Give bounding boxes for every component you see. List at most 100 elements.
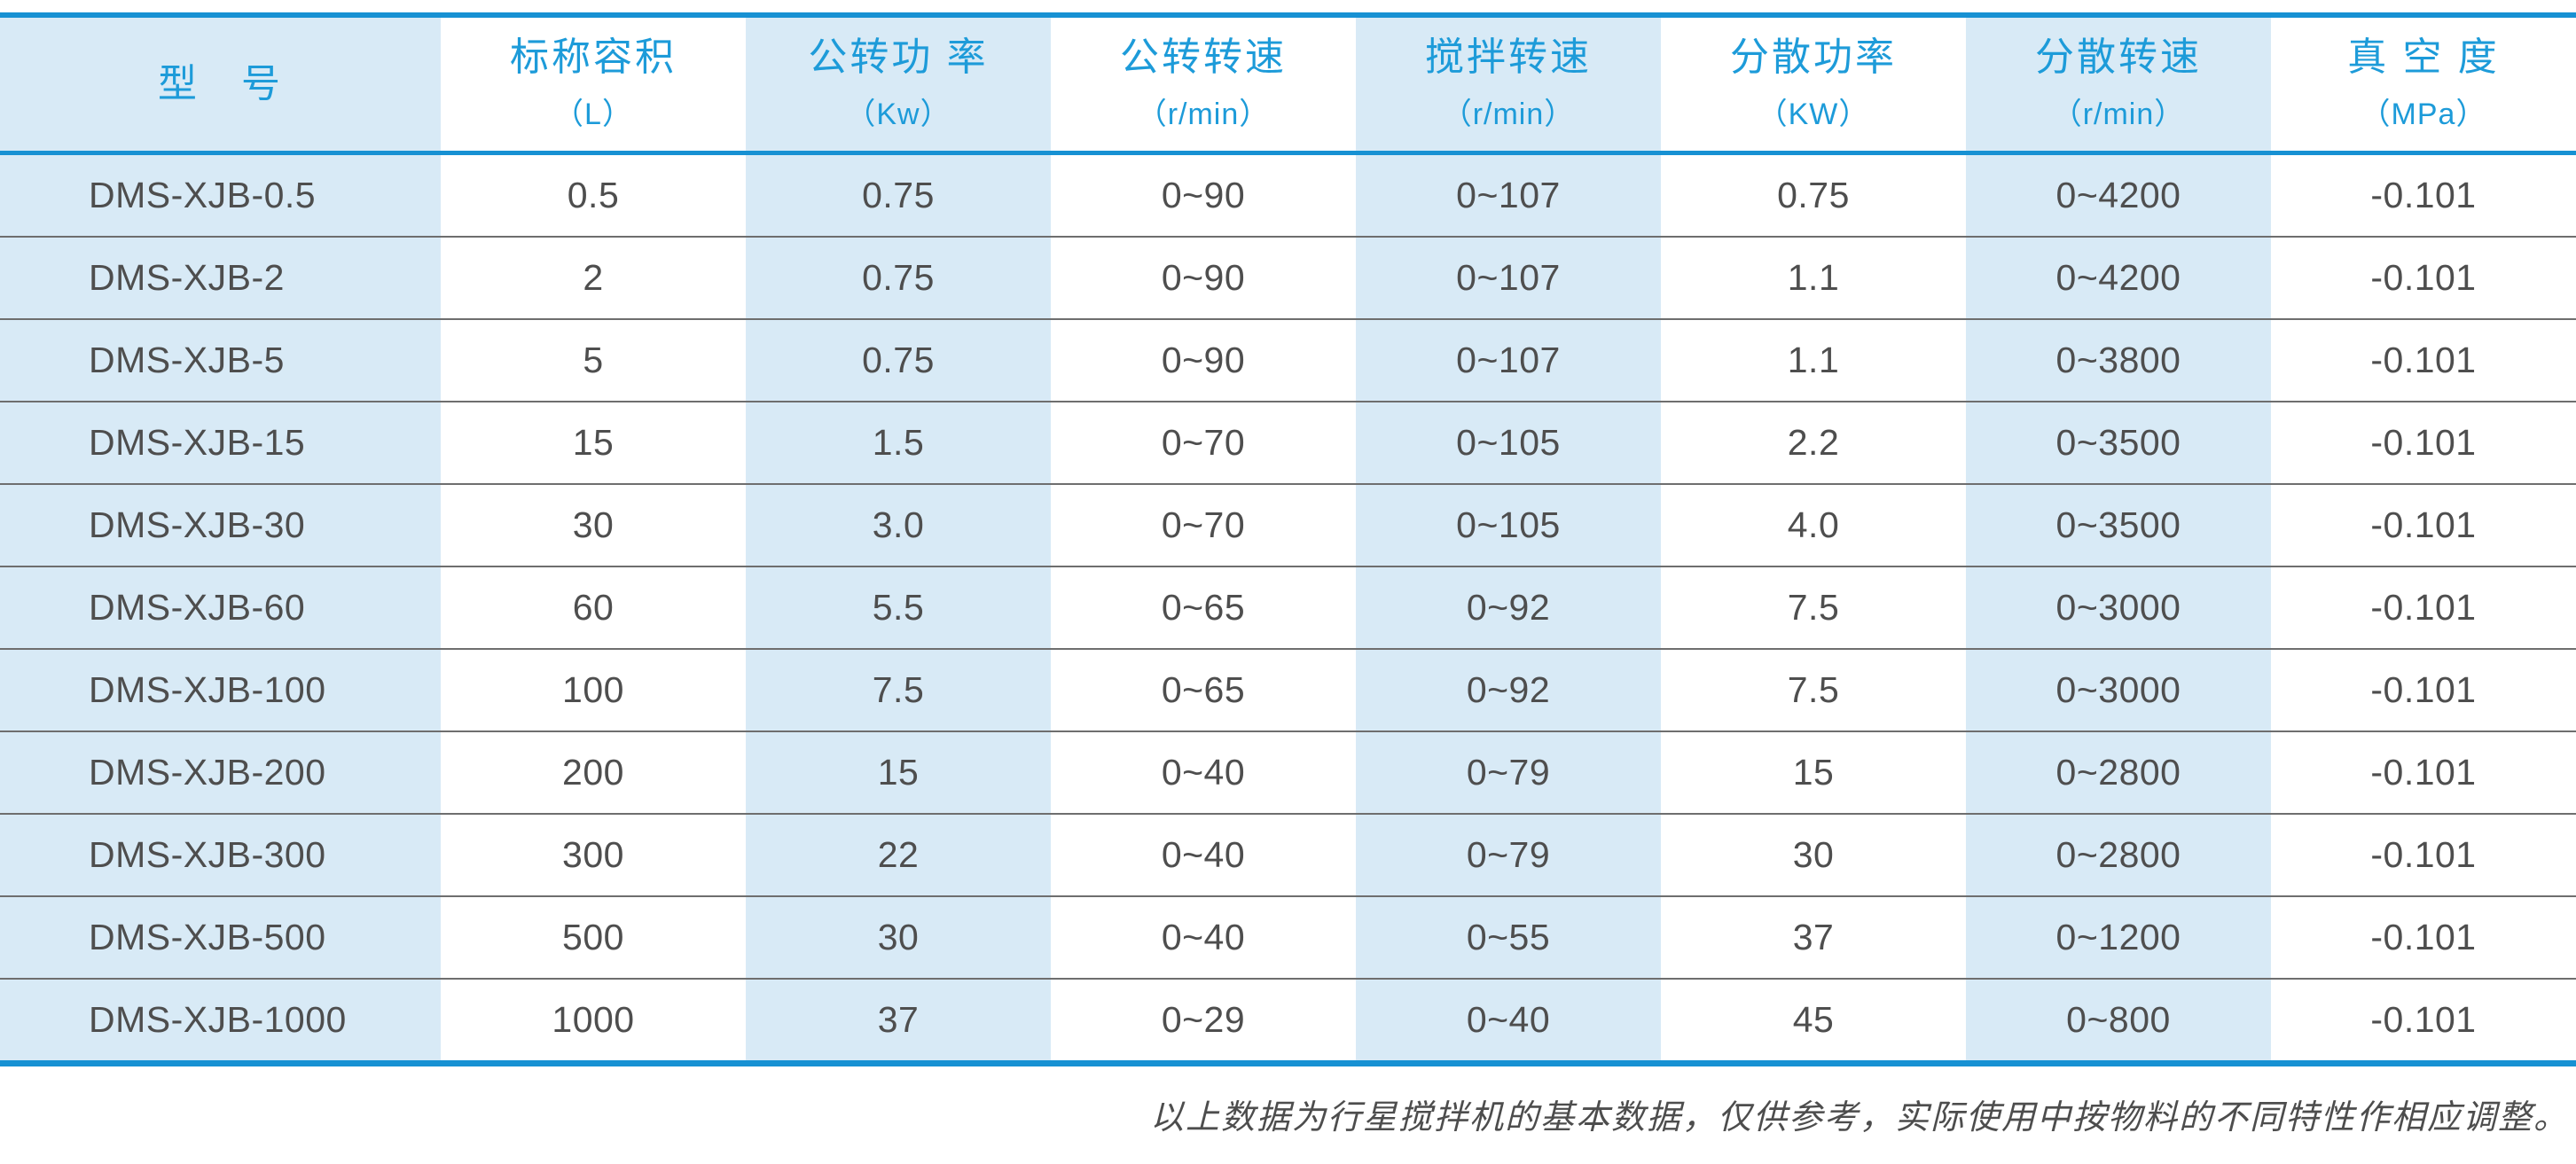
value-cell: 0~90 [1161,175,1246,215]
column-unit: （r/min） [1136,97,1271,131]
value-cell: 0~1200 [1966,895,2271,979]
table-row-DMS-XJB-500: DMS-XJB-500 500 30 0~40 0~55 37 0~1200 -0.101 [0,895,2576,979]
model-cell: DMS-XJB-2 [0,236,441,319]
value-cell: 0~4200 [1966,236,2271,319]
value-cell: 30 [441,483,746,566]
table-row-DMS-XJB-300: DMS-XJB-300 300 22 0~40 0~79 30 0~2800 -0.101 [0,813,2576,896]
value-cell: 0~90 [1051,318,1356,402]
value-cell: 0.75 [1777,175,1850,215]
model-cell: DMS-XJB-30 [0,483,441,566]
value-cell: 0~40 [1051,730,1356,814]
value-cell: 1.1 [1661,236,1966,319]
value-cell: -0.101 [2271,730,2576,814]
value-cell: 0~70 [1051,483,1356,566]
value-cell: 0~800 [1966,978,2271,1064]
value-cell: 0~70 [1051,401,1356,484]
column-header-1: 标称容积 （L） [441,15,746,155]
column-unit: （Kw） [845,97,951,131]
header-row: 型 号 标称容积 （L） 公转功 率 （Kw） 公转转速 （r/min） 搅拌转速 （r/min… [0,15,2576,155]
model-cell: DMS-XJB-1000 [0,978,441,1064]
value-cell: 0~105 [1356,483,1661,566]
value-cell: 0~2800 [1966,813,2271,896]
column-label: 型 号 [158,61,283,105]
value-cell: -0.101 [2370,175,2477,215]
value-cell: 15 [441,401,746,484]
column-label: 标称容积 [510,35,677,80]
column-header-6: 分散转速 （r/min） [1966,15,2271,155]
value-cell: 0~40 [1051,895,1356,979]
value-cell: 2.2 [1661,401,1966,484]
value-cell: 0~107 [1356,152,1661,237]
value-cell: 0~40 [1356,978,1661,1064]
model-cell: DMS-XJB-0.5 [0,152,441,237]
value-cell: 0~2800 [1966,730,2271,814]
value-cell: 0~92 [1356,566,1661,649]
table-row-DMS-XJB-100: DMS-XJB-100 100 7.5 0~65 0~92 7.5 0~3000 -0.101 [0,648,2576,731]
value-cell: 7.5 [1661,566,1966,649]
value-cell: 200 [441,730,746,814]
value-cell: 2 [441,236,746,319]
model-cell: DMS-XJB-100 [0,648,441,731]
value-cell: 0~65 [1051,648,1356,731]
table-body: DMS-XJB-0.5 0.5 0.75 0~90 0~107 0.75 0~4200 -0.… [0,152,2576,1064]
value-cell: 0.5 [567,175,620,215]
table-row-DMS-XJB-1000: DMS-XJB-1000 1000 37 0~29 0~40 45 0~800 -0.101 [0,978,2576,1064]
spec-table: 型 号 标称容积 （L） 公转功 率 （Kw） 公转转速 （r/min） 搅拌转速 （r/min… [0,12,2576,1066]
value-cell: 5.5 [746,566,1051,649]
value-cell: 0~90 [1051,236,1356,319]
value-cell: 45 [1661,978,1966,1064]
value-cell: 0~3800 [1966,318,2271,402]
value-cell: 30 [746,895,1051,979]
column-header-2: 公转功 率 （Kw） [746,15,1051,155]
value-cell: 0~4200 [1966,152,2271,237]
value-cell: -0.101 [2271,978,2576,1064]
value-cell: 0.75 [746,236,1051,319]
value-cell: -0.101 [2271,401,2576,484]
model-cell: DMS-XJB-15 [0,401,441,484]
value-cell: 15 [1661,730,1966,814]
column-unit: （MPa） [2360,97,2487,131]
value-cell: -0.101 [2271,566,2576,649]
column-label: 公转转速 [1120,35,1287,80]
model-cell: DMS-XJB-60 [0,566,441,649]
column-header-4: 搅拌转速 （r/min） [1356,15,1661,155]
column-label: 搅拌转速 [1425,35,1592,80]
value-cell: 5 [441,318,746,402]
table-row-DMS-XJB-30: DMS-XJB-30 30 3.0 0~70 0~105 4.0 0~3500 -0.101 [0,483,2576,566]
value-cell: 1.5 [746,401,1051,484]
value-cell: 37 [1661,895,1966,979]
value-cell: 22 [746,813,1051,896]
table-row-DMS-XJB-60: DMS-XJB-60 60 5.5 0~65 0~92 7.5 0~3000 -0.101 [0,566,2576,649]
value-cell: 500 [441,895,746,979]
value-cell: 300 [441,813,746,896]
table-header: 型 号 标称容积 （L） 公转功 率 （Kw） 公转转速 （r/min） 搅拌转速 （r/min… [0,15,2576,155]
value-cell: 0~79 [1356,730,1661,814]
column-label: 公转功 率 [808,35,989,80]
value-cell: 30 [1661,813,1966,896]
value-cell: 0~107 [1356,318,1661,402]
column-header-0: 型 号 [0,15,441,155]
value-cell: 0~55 [1356,895,1661,979]
column-unit: （KW） [1757,97,1870,131]
value-cell: 0~3000 [1966,648,2271,731]
value-cell: 0~107 [1356,236,1661,319]
column-label: 分散转速 [2035,35,2202,80]
value-cell: 0~105 [1356,401,1661,484]
value-cell: 60 [441,566,746,649]
value-cell: 3.0 [746,483,1051,566]
value-cell: 1.1 [1661,318,1966,402]
model-cell: DMS-XJB-300 [0,813,441,896]
model-cell: DMS-XJB-5 [0,318,441,402]
column-unit: （L） [553,97,633,131]
value-cell: 7.5 [746,648,1051,731]
value-cell: 0.75 [746,318,1051,402]
value-cell: 4.0 [1661,483,1966,566]
table-row-DMS-XJB-15: DMS-XJB-15 15 1.5 0~70 0~105 2.2 0~3500 -0.101 [0,401,2576,484]
column-unit: （r/min） [1441,97,1576,131]
value-cell: -0.101 [2271,813,2576,896]
column-label: 真 空 度 [2347,35,2500,80]
value-cell: -0.101 [2271,895,2576,979]
footer-note: 以上数据为行星搅拌机的基本数据，仅供参考，实际使用中按物料的不同特性作相应调整。 [1149,1098,2569,1137]
value-cell: 0~3500 [1966,401,2271,484]
value-cell: 0~3000 [1966,566,2271,649]
